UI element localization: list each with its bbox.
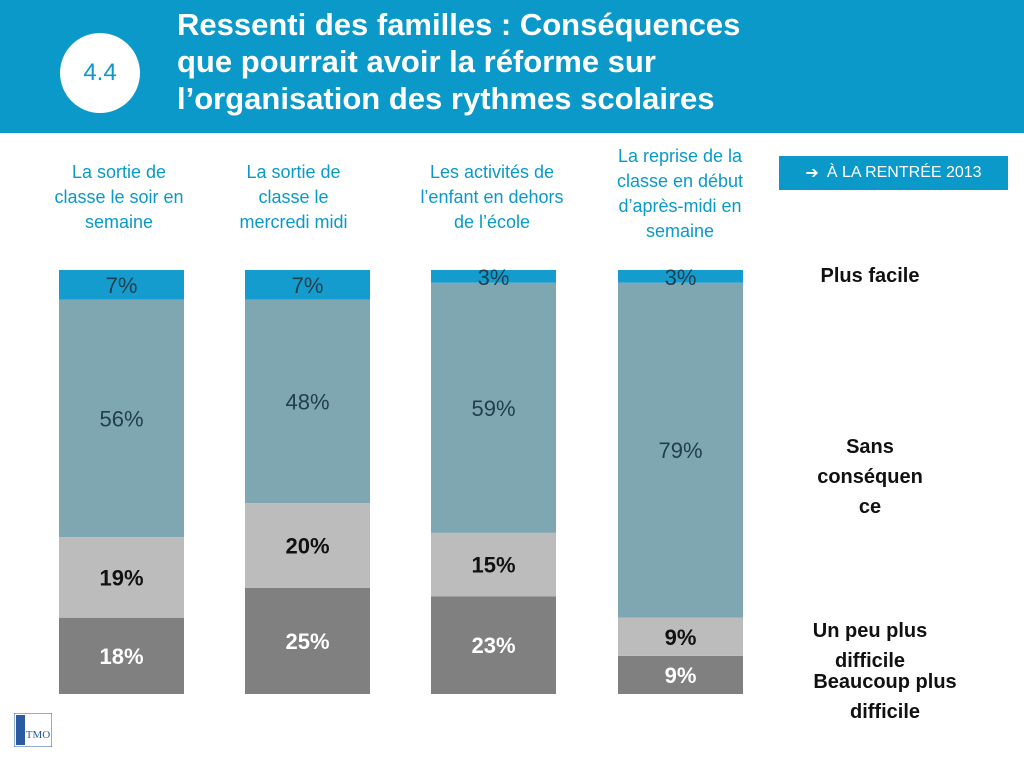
bar-3-plus-facile [431,270,556,283]
bar-3-un-peu-plus-difficile [431,532,556,597]
bar-3-beaucoup-plus-difficile [431,596,556,694]
bar-4-plus-facile [618,270,743,283]
data-label-1-plus-facile: 7% [106,273,138,298]
bar-1-sans-consequence [59,299,184,538]
data-label-3-sans-consequence: 59% [471,396,515,421]
column-label-1: La sortie de classe le soir en semaine [54,162,184,232]
bar-2-beaucoup-plus-difficile [245,588,370,694]
bar-3-sans-consequence [431,282,556,533]
bar-1-plus-facile [59,270,184,300]
data-label-4-un-peu-plus-difficile: 9% [665,625,697,650]
data-label-1-beaucoup-plus-difficile: 18% [99,644,143,669]
column-label-2: La sortie de classe le mercredi midi [239,162,348,232]
bar-2-sans-consequence [245,299,370,504]
data-label-3-beaucoup-plus-difficile: 23% [471,633,515,658]
legend-sans-consequence: Sans conséquen ce [817,436,923,518]
bar-2-plus-facile [245,270,370,300]
legend-plus-facile: Plus facile [820,265,920,287]
bar-2-un-peu-plus-difficile [245,503,370,588]
header-bar: 4.4 Ressenti des familles : Conséquences… [0,0,1024,133]
page-title: Ressenti des familles : Conséquences que… [177,7,741,116]
data-label-2-beaucoup-plus-difficile: 25% [285,629,329,654]
data-label-3-plus-facile: 3% [478,265,510,290]
tmo-logo: TMO [14,713,52,747]
data-label-2-un-peu-plus-difficile: 20% [285,534,329,559]
column-label-3: Les activités de l’enfant en dehors de l… [420,162,564,232]
data-label-2-sans-consequence: 48% [285,389,329,414]
section-number-badge: 4.4 [60,33,140,113]
bar-4-un-peu-plus-difficile [618,617,743,656]
legend-un-peu-plus-difficile: Un peu plus difficile [812,620,928,672]
data-label-4-plus-facile: 3% [665,265,697,290]
data-label-1-sans-consequence: 56% [99,406,143,431]
bar-4-beaucoup-plus-difficile [618,655,743,694]
data-label-4-sans-consequence: 79% [658,438,702,463]
data-label-2-plus-facile: 7% [292,273,324,298]
logo-text: TMO [26,729,51,741]
arrow-right-icon: ➔ [805,165,819,182]
data-label-3-un-peu-plus-difficile: 15% [471,553,515,578]
bar-4-sans-consequence [618,282,743,618]
rentree-label: À LA RENTRÉE 2013 [826,164,982,181]
bar-1-beaucoup-plus-difficile [59,617,184,694]
data-label-1-un-peu-plus-difficile: 19% [99,565,143,590]
bar-1-un-peu-plus-difficile [59,537,184,618]
data-label-4-beaucoup-plus-difficile: 9% [665,663,697,688]
legend-beaucoup-plus-difficile: Beaucoup plus difficile [813,671,957,723]
rentree-2013-badge: ➔ À LA RENTRÉE 2013 [779,156,1008,190]
column-label-4: La reprise de la classe en début d’après… [616,146,744,241]
